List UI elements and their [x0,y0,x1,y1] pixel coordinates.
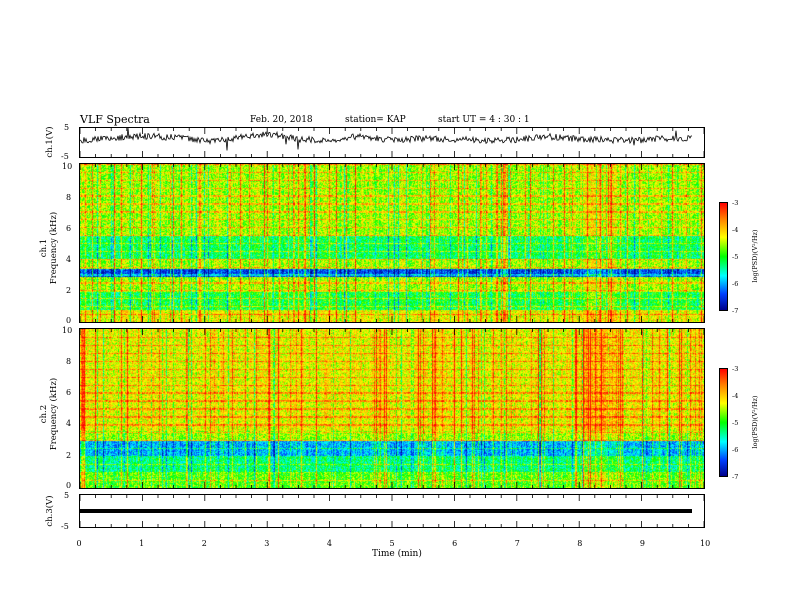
ch3-ytick-top: 5 [64,491,70,500]
ch2-freq-tick-0: 0 [66,481,72,490]
x-tick-label: 0 [76,539,82,548]
ch1-ytick-top: 5 [64,123,70,132]
x-tick-label: 9 [639,539,645,548]
x-tick-label: 8 [577,539,583,548]
ch1-freq-tick-8: 8 [66,193,72,202]
panel-tick-marks [80,164,704,322]
ch2-cbar-label: log(PSD)(V²/Hz) [751,395,759,449]
ch1-freq-tick-0: 0 [66,316,72,325]
ch2-freq-ylabel: ch.2 Frequency (kHz) [39,377,59,451]
ch1-freq-tick-4: 4 [66,255,72,264]
ch2-freq-tick-8: 8 [66,357,72,366]
x-tick-label: 4 [326,539,332,548]
ch1-waveform-trace [80,128,693,151]
ch1-freq-tick-6: 6 [66,224,72,233]
ch1-waveform-plot [80,128,693,151]
ch2-cbar-tick-m5: -5 [732,419,739,427]
ch1-cbar-tick-m6: -6 [732,280,739,288]
start-time-label: start UT = 4 : 30 : 1 [438,115,530,125]
station-label: station= KAP [345,115,406,125]
x-tick-label: 10 [700,539,711,548]
x-tick-label: 2 [201,539,207,548]
ch1-cbar-label: log(PSD)(V²/Hz) [751,229,759,283]
ch1-cbar-tick-m3: -3 [732,199,739,207]
ch2-freq-tick-2: 2 [66,451,72,460]
x-tick-label: 7 [514,539,520,548]
x-tick-label: 3 [264,539,270,548]
ch2-cbar-tick-m7: -7 [732,473,739,481]
ch1-cbar-tick-m7: -7 [732,307,739,315]
ch3-ylabel: ch.3(V) [45,495,55,527]
ch2-cbar-tick-m4: -4 [732,392,739,400]
ch1-ylabel: ch.1(V) [45,126,55,158]
ch1-cbar-tick-m4: -4 [732,226,739,234]
ch1-freq-tick-10: 10 [62,162,73,171]
ch2-freq-tick-10: 10 [62,326,73,335]
x-axis-label: Time (min) [372,549,422,559]
ch3-waveform-panel [79,494,705,528]
ch2-spectrogram-canvas [80,329,704,488]
ch1-colorbar [719,202,728,311]
ch2-colorbar [719,368,728,477]
ch2-spectrogram-panel [79,328,705,489]
panel-tick-marks [80,329,704,488]
ch1-spectrogram-panel [79,163,705,323]
ch2-cbar-tick-m3: -3 [732,365,739,373]
ch1-spectrogram-canvas [80,164,704,322]
ch2-cbar-tick-m6: -6 [732,446,739,454]
x-tick-label: 1 [139,539,145,548]
chart-title: VLF Spectra [80,113,150,126]
x-tick-label: 5 [389,539,395,548]
ch2-freq-tick-4: 4 [66,419,72,428]
panel-tick-marks [80,495,704,527]
panel-tick-marks [80,128,704,157]
ch3-ytick-bottom: -5 [61,522,69,531]
ch1-freq-ylabel: ch.1 Frequency (kHz) [39,211,59,285]
ch1-ytick-bottom: -5 [61,152,69,161]
ch3-waveform-plot [80,509,692,513]
ch2-freq-tick-6: 6 [66,388,72,397]
ch1-freq-tick-2: 2 [66,286,72,295]
ch1-cbar-tick-m5: -5 [732,253,739,261]
x-tick-label: 6 [452,539,458,548]
date-label: Feb. 20, 2018 [250,115,313,125]
ch1-waveform-panel [79,127,705,158]
